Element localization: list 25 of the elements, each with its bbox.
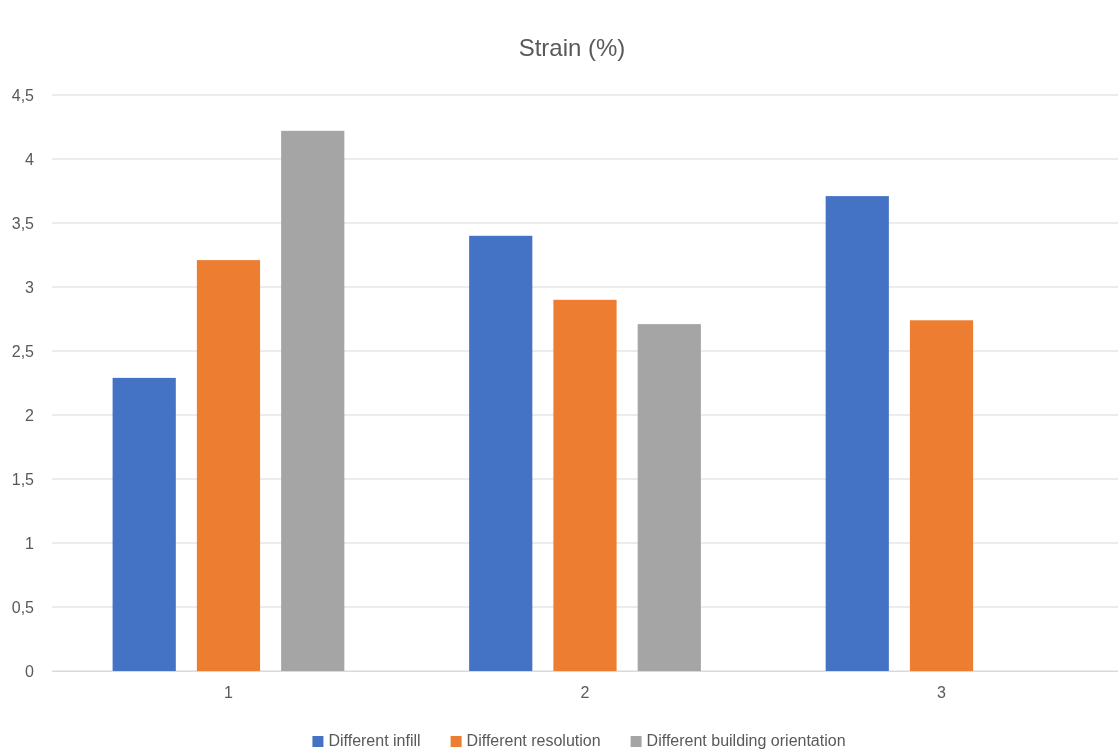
x-tick-label: 2	[580, 684, 590, 702]
bar	[637, 324, 701, 671]
y-tick-label: 4	[25, 150, 35, 168]
bar	[825, 196, 889, 671]
y-tick-label: 3,5	[11, 214, 35, 232]
y-tick-label: 4,5	[11, 86, 35, 104]
y-tick-label: 2,5	[11, 342, 35, 360]
y-tick-label: 1	[25, 534, 35, 552]
legend-label: Different resolution	[466, 732, 601, 749]
bar	[469, 235, 533, 671]
x-tick-label: 3	[937, 684, 947, 702]
bar	[909, 320, 974, 671]
bar	[281, 130, 345, 671]
bar	[196, 260, 261, 671]
y-tick-label: 3	[25, 278, 35, 296]
legend-label: Different building orientation	[646, 732, 846, 749]
y-tick-label: 0	[25, 662, 35, 680]
y-tick-label: 1,5	[11, 470, 35, 488]
chart-title: Strain (%)	[518, 34, 626, 61]
y-tick-label: 0,5	[11, 598, 35, 616]
x-tick-label: 1	[224, 684, 234, 702]
bar	[112, 377, 176, 671]
legend-label: Different infill	[328, 732, 421, 749]
bar	[553, 299, 617, 671]
y-tick-label: 2	[25, 406, 35, 424]
